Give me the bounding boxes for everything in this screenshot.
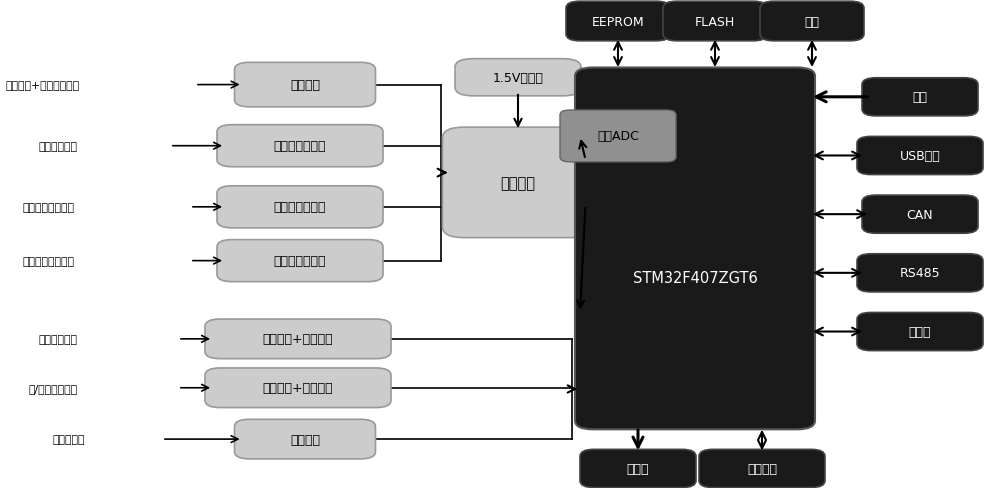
Text: 集成运放: 集成运放 <box>290 79 320 92</box>
Text: 指示灯: 指示灯 <box>627 462 649 475</box>
Text: 测量电流取样信号: 测量电流取样信号 <box>22 203 74 212</box>
Text: 微型电压互感器: 微型电压互感器 <box>274 140 326 153</box>
Text: 高速ADC: 高速ADC <box>597 130 639 143</box>
FancyBboxPatch shape <box>857 254 983 292</box>
Text: 微型光耦: 微型光耦 <box>290 433 320 446</box>
FancyBboxPatch shape <box>205 320 391 359</box>
Text: 1.5V基准源: 1.5V基准源 <box>493 72 543 84</box>
Text: 以太网: 以太网 <box>909 325 931 338</box>
Text: 合/分闸回路信号: 合/分闸回路信号 <box>28 383 77 393</box>
FancyBboxPatch shape <box>575 68 815 429</box>
FancyBboxPatch shape <box>455 60 581 97</box>
FancyBboxPatch shape <box>234 419 376 459</box>
FancyBboxPatch shape <box>857 313 983 351</box>
FancyBboxPatch shape <box>760 2 864 42</box>
FancyBboxPatch shape <box>560 111 676 163</box>
FancyBboxPatch shape <box>566 2 670 42</box>
FancyBboxPatch shape <box>580 449 696 488</box>
FancyBboxPatch shape <box>217 125 383 167</box>
Text: 信号调理: 信号调理 <box>501 176 536 190</box>
Text: CAN: CAN <box>907 208 933 221</box>
Text: 限流电路+微型光耦: 限流电路+微型光耦 <box>263 382 333 394</box>
FancyBboxPatch shape <box>857 137 983 175</box>
FancyBboxPatch shape <box>699 449 825 488</box>
Text: 微型电流互感器: 微型电流互感器 <box>274 255 326 267</box>
Text: 失压报警信号: 失压报警信号 <box>38 334 77 344</box>
Text: USB串口: USB串口 <box>900 150 940 163</box>
FancyBboxPatch shape <box>205 368 391 408</box>
FancyBboxPatch shape <box>862 196 978 234</box>
FancyBboxPatch shape <box>862 79 978 117</box>
FancyBboxPatch shape <box>442 128 594 238</box>
FancyBboxPatch shape <box>217 240 383 282</box>
Text: 保护电流取样信号: 保护电流取样信号 <box>22 256 74 266</box>
Text: RS485: RS485 <box>900 267 940 280</box>
Text: 语音模块: 语音模块 <box>747 462 777 475</box>
FancyBboxPatch shape <box>663 2 767 42</box>
Text: 键盘: 键盘 <box>912 91 928 104</box>
Text: 开入量信号: 开入量信号 <box>52 434 84 444</box>
Text: 微型电流互感器: 微型电流互感器 <box>274 201 326 214</box>
FancyBboxPatch shape <box>217 186 383 228</box>
Text: 限流电路+微型光耦: 限流电路+微型光耦 <box>263 333 333 346</box>
Text: STM32F407ZGT6: STM32F407ZGT6 <box>633 271 757 285</box>
Text: EEPROM: EEPROM <box>592 16 644 28</box>
Text: 屏幕: 屏幕 <box>804 16 820 28</box>
Text: 电压取样信号: 电压取样信号 <box>38 142 77 151</box>
FancyBboxPatch shape <box>234 63 376 108</box>
Text: FLASH: FLASH <box>695 16 735 28</box>
Text: 温度信号+罗氏线圈信号: 温度信号+罗氏线圈信号 <box>5 81 79 90</box>
